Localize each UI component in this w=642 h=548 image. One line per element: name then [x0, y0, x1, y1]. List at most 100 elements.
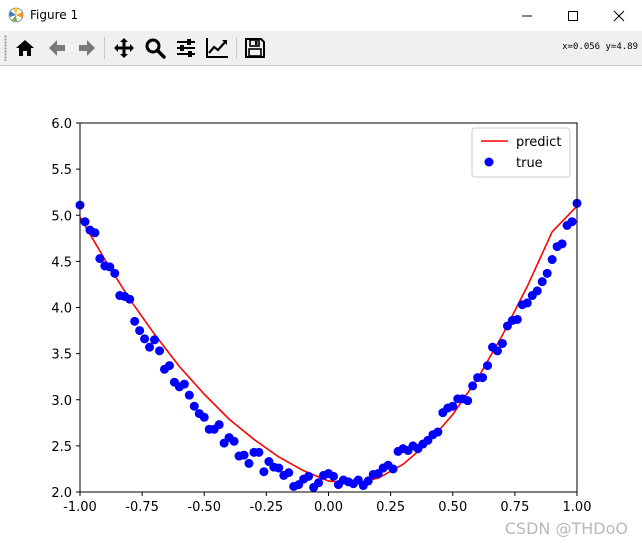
plot-svg[interactable]: -1.00 -0.75 -0.50 -0.25 0.00 0.25 0.50 0.75 1.00…	[0, 66, 642, 544]
forward-button[interactable]	[74, 35, 100, 61]
zoom-button[interactable]	[142, 35, 168, 61]
scatter-point	[95, 254, 105, 264]
scatter-point	[145, 342, 155, 352]
scatter-point	[130, 316, 140, 326]
scatter-point	[537, 277, 547, 287]
scatter-point	[328, 471, 338, 481]
pan-button[interactable]	[111, 35, 137, 61]
x-tick-label: 0.75	[500, 500, 529, 515]
scatter-point	[532, 286, 542, 296]
matplotlib-logo-icon	[8, 7, 24, 23]
y-tick-label: 4.0	[51, 302, 72, 317]
floppy-disk-icon	[245, 38, 265, 58]
back-button[interactable]	[44, 35, 70, 61]
scatter-point	[189, 401, 199, 411]
line-chart-icon	[206, 38, 228, 58]
scatter-point	[388, 464, 398, 474]
toolbar-separator	[104, 37, 105, 59]
move-icon	[114, 38, 134, 58]
close-button[interactable]	[596, 0, 642, 31]
magnifier-icon	[145, 38, 166, 59]
y-tick-label: 2.0	[51, 486, 72, 501]
edit-axis-button[interactable]	[204, 35, 230, 61]
scatter-point	[199, 412, 209, 422]
maximize-button[interactable]	[550, 0, 596, 31]
x-axis: -1.00 -0.75 -0.50 -0.25 0.00 0.25 0.50 0.75 1.00	[63, 492, 591, 515]
scatter-point	[254, 447, 264, 457]
scatter-point	[214, 420, 224, 430]
y-tick-label: 3.0	[51, 394, 72, 409]
legend-predict-label: predict	[516, 135, 561, 150]
scatter-point	[140, 334, 150, 344]
x-tick-label: 0.00	[314, 500, 343, 515]
legend: predict true	[471, 127, 571, 178]
x-tick-label: -0.25	[250, 500, 284, 515]
save-button[interactable]	[242, 35, 268, 61]
scatter-point	[80, 217, 90, 227]
scatter-point	[522, 298, 532, 308]
y-axis: 2.0 2.5 3.0 3.5 4.0 4.5 5.0 5.5 6.0	[51, 117, 80, 501]
x-tick-label: -0.75	[125, 500, 159, 515]
configure-subplots-button[interactable]	[173, 35, 199, 61]
scatter-point	[463, 396, 473, 406]
y-tick-label: 3.5	[51, 348, 72, 363]
legend-true-swatch	[484, 157, 494, 167]
sliders-icon	[177, 39, 195, 57]
scatter-point	[244, 458, 254, 468]
scatter-point	[512, 314, 522, 324]
x-tick-label: 1.00	[563, 500, 592, 515]
scatter-point	[492, 346, 502, 356]
scatter-point	[433, 427, 443, 437]
scatter-point	[105, 262, 115, 272]
x-tick-label: -1.00	[63, 500, 97, 515]
cursor-coordinates: x=0.056 y=4.89	[562, 42, 638, 52]
x-tick-label: 0.25	[376, 500, 405, 515]
scatter-point	[150, 335, 160, 345]
scatter-point	[483, 361, 493, 371]
minimize-button[interactable]	[504, 0, 550, 31]
scatter-point	[259, 467, 269, 477]
y-tick-label: 5.5	[51, 163, 72, 178]
legend-true-label: true	[516, 156, 543, 171]
scatter-point	[363, 476, 373, 486]
minimize-icon	[522, 15, 532, 16]
scatter-point	[448, 401, 458, 411]
scatter-point	[557, 239, 567, 249]
toolbar-separator	[236, 37, 237, 59]
y-tick-label: 5.0	[51, 209, 72, 224]
scatter-point	[179, 379, 189, 389]
home-button[interactable]	[12, 35, 38, 61]
scatter-point	[304, 471, 314, 481]
scatter-point	[164, 361, 174, 371]
axes-frame	[79, 122, 578, 493]
scatter-point	[155, 346, 165, 356]
y-tick-label: 2.5	[51, 440, 72, 455]
scatter-point	[284, 468, 294, 478]
close-icon	[613, 10, 625, 21]
title-bar: Figure 1	[0, 0, 642, 31]
watermark: CSDN @THDoO	[504, 519, 628, 538]
axes-background	[80, 123, 577, 492]
x-tick-label: -0.50	[187, 500, 221, 515]
scatter-point	[314, 478, 324, 488]
scatter-point	[239, 450, 249, 460]
toolbar-grip[interactable]	[4, 35, 7, 61]
scatter-point	[542, 268, 552, 278]
scatter-point	[478, 373, 488, 383]
arrow-right-icon	[79, 40, 95, 56]
y-tick-label: 4.5	[51, 255, 72, 270]
home-icon	[16, 40, 34, 56]
scatter-point	[125, 294, 135, 304]
window-title: Figure 1	[30, 8, 79, 22]
scatter-point	[274, 463, 284, 473]
navigation-toolbar: x=0.056 y=4.89	[0, 31, 642, 66]
scatter-point	[90, 228, 100, 238]
scatter-point	[184, 390, 194, 400]
figure-canvas[interactable]: -1.00 -0.75 -0.50 -0.25 0.00 0.25 0.50 0.75 1.00…	[0, 66, 642, 544]
true-scatter-points	[75, 198, 582, 492]
arrow-left-icon	[49, 40, 65, 56]
maximize-icon	[568, 10, 578, 21]
scatter-point	[468, 381, 478, 391]
scatter-point	[135, 326, 145, 336]
x-tick-label: 0.50	[438, 500, 467, 515]
